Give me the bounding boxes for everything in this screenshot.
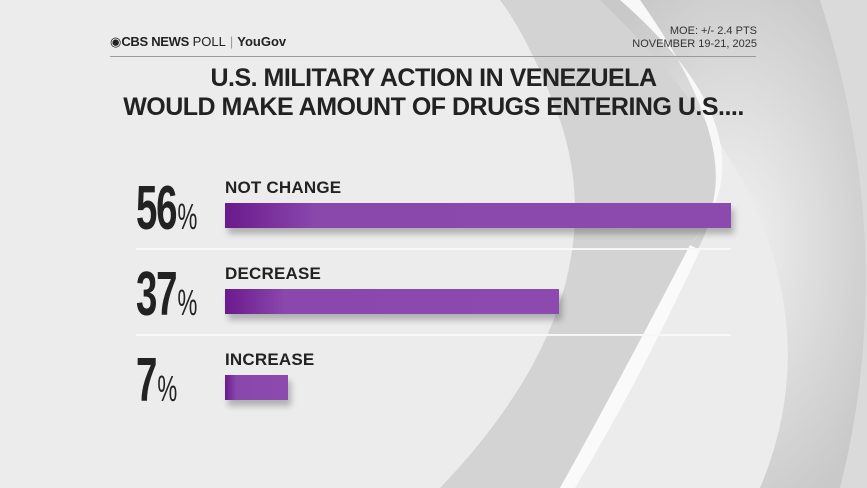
category-label: INCREASE [225,350,315,369]
percent-sign: % [157,368,178,409]
bar [225,375,289,400]
brand-cbs: CBS NEWS [121,34,190,49]
value-number: 7 [136,346,157,415]
brand-logo: ◉CBS NEWS POLL | YouGov [110,34,287,49]
poll-dates: NOVEMBER 19-21, 2025 [632,38,757,50]
title-line-1: U.S. MILITARY ACTION IN VENEZUELA [210,64,657,92]
row-divider [136,334,731,336]
percent-sign: % [177,282,198,323]
category-label: DECREASE [225,264,322,283]
cbs-eye-icon: ◉ [110,34,122,49]
margin-of-error: MOE: +/- 2.4 PTS [669,25,757,37]
value-number: 56 [136,174,178,243]
chart-title: U.S. MILITARY ACTION IN VENEZUELA WOULD … [0,64,867,122]
brand-poll: POLL [192,34,226,49]
bar [225,203,731,228]
value-label: 7% [136,350,177,412]
percent-sign: % [177,196,198,237]
title-line-2: WOULD MAKE AMOUNT OF DRUGS ENTERING U.S.… [123,93,744,121]
value-label: 56% [136,178,197,240]
brand-partner: YouGov [237,34,287,49]
category-label: NOT CHANGE [225,178,342,197]
row-divider [136,248,731,250]
poll-meta: MOE: +/- 2.4 PTS NOVEMBER 19-21, 2025 [632,25,757,51]
bar [225,289,560,314]
header-rule [110,56,756,57]
value-label: 37% [136,264,197,326]
value-number: 37 [136,260,178,329]
